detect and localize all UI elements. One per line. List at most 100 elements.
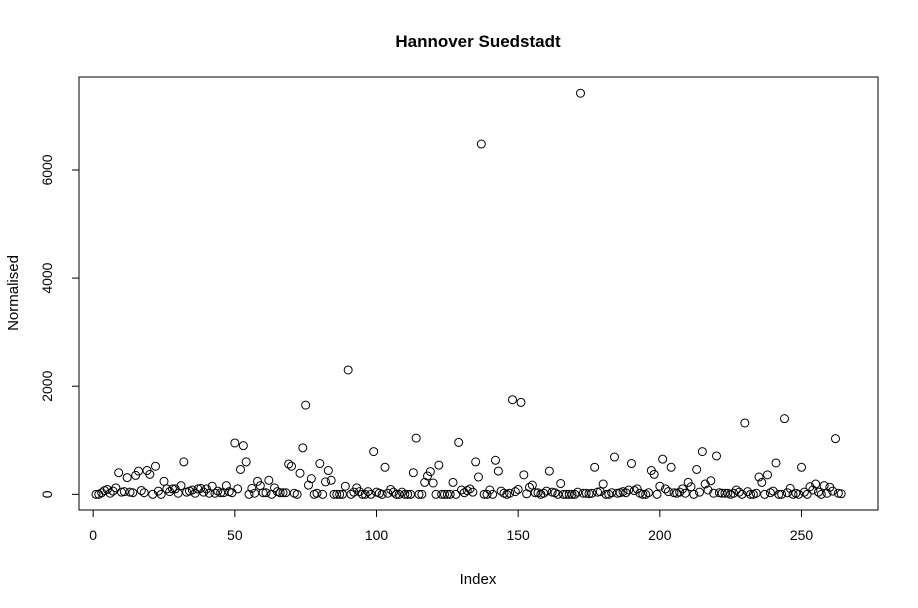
data-point [471, 457, 481, 467]
x-tick-label: 200 [648, 527, 672, 543]
data-point [318, 489, 328, 499]
data-point [774, 489, 784, 499]
data-point [652, 489, 662, 499]
data-point [134, 466, 143, 476]
data-point [655, 481, 665, 491]
x-tick-label: 250 [790, 527, 814, 543]
x-tick-label: 50 [227, 527, 243, 543]
data-point [740, 418, 750, 428]
data-point [629, 486, 639, 496]
data-point [111, 483, 121, 493]
data-point [363, 487, 373, 497]
data-point [836, 489, 846, 499]
y-axis: 0 2000 4000 6000 [39, 154, 80, 498]
data-point [462, 486, 472, 496]
data-point [250, 488, 260, 498]
data-point [777, 489, 787, 499]
data-point [287, 461, 296, 471]
data-point [165, 487, 175, 497]
data-point [822, 488, 832, 498]
data-point [508, 395, 517, 405]
data-point [717, 488, 727, 498]
data-point [550, 488, 560, 498]
data-point [760, 489, 770, 499]
data-point [576, 88, 585, 98]
data-point [168, 484, 177, 494]
data-point [595, 487, 605, 497]
data-point [159, 476, 169, 486]
data-point [445, 489, 455, 499]
data-point [797, 462, 806, 472]
data-point [295, 468, 305, 478]
data-point [799, 487, 809, 497]
data-point [264, 475, 274, 485]
data-point [539, 488, 549, 498]
data-point [675, 487, 685, 497]
data-point [811, 479, 821, 489]
data-point [119, 487, 129, 497]
data-point [666, 462, 676, 472]
data-point [680, 488, 690, 498]
data-point [570, 489, 580, 499]
data-point [754, 472, 764, 482]
data-point [386, 484, 396, 494]
data-point [156, 489, 166, 499]
data-point [199, 487, 209, 497]
data-point [258, 488, 268, 498]
data-point [278, 488, 288, 498]
data-point [712, 451, 721, 461]
data-point [145, 469, 155, 479]
data-point [105, 488, 115, 498]
data-point [139, 488, 149, 498]
data-point [428, 478, 438, 488]
x-axis: 0 50 100 150 200 250 [89, 509, 814, 543]
data-point [414, 489, 424, 499]
data-point [340, 481, 350, 491]
data-point [377, 489, 387, 499]
data-point [621, 488, 631, 498]
data-point [465, 484, 475, 494]
chart-title: Hannover Suedstadt [395, 32, 561, 51]
data-point [227, 488, 237, 498]
data-point [573, 487, 583, 497]
data-point [284, 459, 294, 469]
data-point [564, 489, 574, 499]
data-point [556, 479, 566, 489]
data-point [244, 489, 254, 499]
data-point [751, 488, 761, 498]
data-point [233, 484, 243, 494]
data-point [301, 400, 311, 410]
data-point [122, 473, 132, 483]
y-tick-label: 6000 [39, 154, 55, 185]
data-point [542, 486, 551, 496]
y-tick-label: 2000 [39, 370, 55, 401]
data-point [369, 447, 379, 457]
data-point [403, 489, 413, 499]
data-point [335, 489, 345, 499]
data-point [828, 486, 838, 496]
data-point [326, 475, 336, 485]
data-point [624, 485, 634, 495]
data-point [360, 489, 370, 499]
data-point [819, 481, 829, 491]
data-point [510, 487, 520, 497]
data-point [663, 487, 673, 497]
data-point [533, 488, 543, 498]
x-tick-label: 0 [89, 527, 97, 543]
data-point [590, 462, 600, 472]
data-point [488, 489, 498, 499]
data-point [780, 414, 789, 424]
data-point [519, 470, 529, 480]
data-point [661, 484, 670, 494]
data-point [476, 139, 486, 149]
data-point [216, 488, 226, 498]
data-point [765, 488, 775, 498]
data-point [805, 482, 815, 492]
data-point [332, 489, 342, 499]
data-point [187, 485, 197, 495]
data-point [451, 489, 461, 499]
data-point [346, 489, 356, 499]
data-point [454, 437, 464, 447]
data-point [173, 488, 183, 498]
